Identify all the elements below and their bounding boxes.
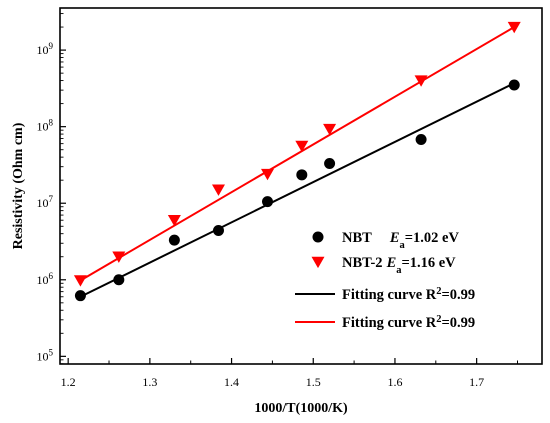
fit-line-red <box>79 26 515 282</box>
point-nbt-2 <box>507 21 521 34</box>
fit-lines <box>79 26 515 298</box>
data-points <box>73 21 521 302</box>
legend-label-nbt-2: NBT-2 Ea=1.16 eV <box>342 255 456 276</box>
point-nbt-2 <box>323 123 337 136</box>
y-tick-label: 105 <box>37 347 54 363</box>
point-nbt <box>168 234 180 246</box>
legend-entry-fit-black: Fitting curve R2=0.99 <box>295 286 475 304</box>
legend-label-fit-red: Fitting curve R2=0.99 <box>342 314 475 332</box>
legend-entry-nbt: NBT Ea=1.02 eV <box>312 230 459 251</box>
x-tick-label: 1.6 <box>387 375 402 389</box>
legend-entry-fit-red: Fitting curve R2=0.99 <box>295 314 475 332</box>
fit-line-black <box>79 82 515 298</box>
point-nbt <box>324 158 336 170</box>
point-nbt <box>74 290 86 302</box>
x-tick-labels: 1.2 1.3 1.4 1.5 1.6 1.7 <box>61 375 484 389</box>
x-tick-label: 1.2 <box>61 375 76 389</box>
y-tick-label: 109 <box>37 41 54 57</box>
legend-marker-nbt <box>312 231 324 243</box>
point-nbt-2 <box>261 168 275 181</box>
x-tick-label: 1.7 <box>469 375 484 389</box>
x-tick-label: 1.4 <box>224 375 239 389</box>
y-tick-label: 107 <box>37 194 54 210</box>
point-nbt-2 <box>295 140 309 153</box>
point-nbt <box>212 225 224 237</box>
legend-marker-nbt-2 <box>311 256 325 269</box>
legend-entry-nbt-2: NBT-2 Ea=1.16 eV <box>311 255 456 276</box>
point-nbt-2 <box>414 75 428 87</box>
point-nbt-2 <box>211 184 225 196</box>
x-tick-label: 1.3 <box>142 375 157 389</box>
point-nbt <box>262 196 274 208</box>
y-axis-title: Resistivity (Ohm cm) <box>11 122 26 249</box>
point-nbt <box>508 79 520 91</box>
legend: NBT Ea=1.02 eV NBT-2 Ea=1.16 eV Fitting cu… <box>295 230 475 331</box>
point-nbt <box>113 274 125 286</box>
point-nbt-2 <box>112 251 126 263</box>
legend-label-fit-black: Fitting curve R2=0.99 <box>342 286 475 304</box>
y-tick-label: 106 <box>37 271 54 287</box>
point-nbt <box>415 133 427 145</box>
x-tick-label: 1.5 <box>306 375 321 389</box>
point-nbt <box>296 169 308 181</box>
legend-label-nbt: NBT Ea=1.02 eV <box>342 230 459 251</box>
y-tick-labels: 105 106 107 108 109 <box>37 41 54 363</box>
x-axis-title: 1000/T(1000/K) <box>254 401 348 416</box>
point-nbt-2 <box>73 275 87 287</box>
point-nbt-2 <box>167 215 181 227</box>
y-tick-label: 108 <box>37 118 54 134</box>
plot-frame <box>59 7 543 365</box>
